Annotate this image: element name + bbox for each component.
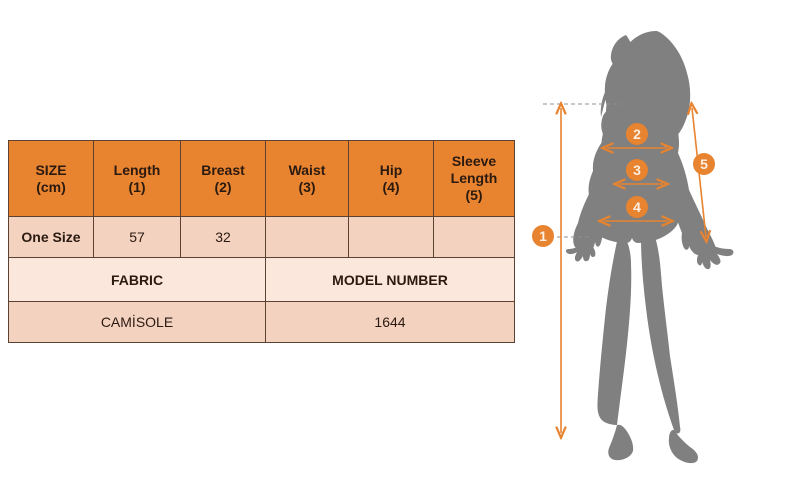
svg-text:4: 4 — [633, 199, 641, 215]
svg-text:5: 5 — [700, 156, 708, 172]
svg-text:2: 2 — [633, 126, 641, 142]
svg-text:3: 3 — [633, 162, 641, 178]
svg-text:1: 1 — [539, 228, 547, 244]
